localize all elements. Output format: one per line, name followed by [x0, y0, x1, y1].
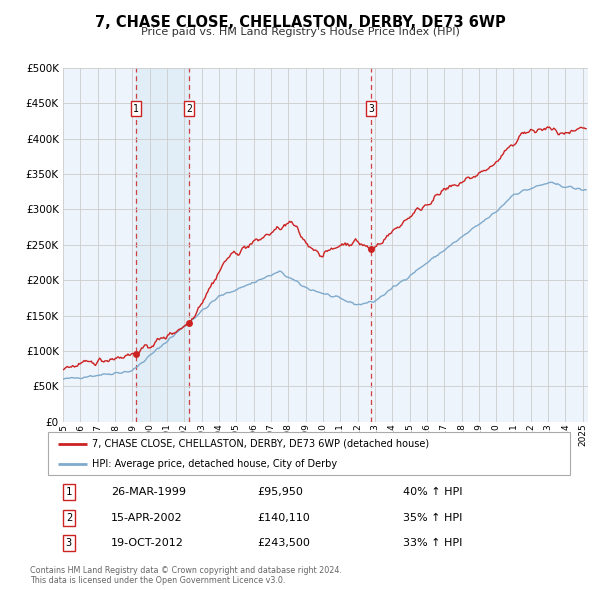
Text: 2: 2 [66, 513, 72, 523]
Text: 1: 1 [66, 487, 72, 497]
Text: Contains HM Land Registry data © Crown copyright and database right 2024.: Contains HM Land Registry data © Crown c… [30, 566, 342, 575]
Text: HPI: Average price, detached house, City of Derby: HPI: Average price, detached house, City… [92, 459, 337, 469]
Text: 19-OCT-2012: 19-OCT-2012 [110, 538, 184, 548]
Text: This data is licensed under the Open Government Licence v3.0.: This data is licensed under the Open Gov… [30, 576, 286, 585]
Text: £140,110: £140,110 [257, 513, 310, 523]
Text: Price paid vs. HM Land Registry's House Price Index (HPI): Price paid vs. HM Land Registry's House … [140, 27, 460, 37]
FancyBboxPatch shape [48, 432, 570, 475]
Text: 2: 2 [187, 104, 192, 113]
Text: 3: 3 [66, 538, 72, 548]
Bar [136, 68, 190, 422]
Text: 1: 1 [133, 104, 139, 113]
Text: 40% ↑ HPI: 40% ↑ HPI [403, 487, 463, 497]
Text: 3: 3 [368, 104, 374, 113]
Text: £243,500: £243,500 [257, 538, 310, 548]
Text: 33% ↑ HPI: 33% ↑ HPI [403, 538, 463, 548]
Text: 7, CHASE CLOSE, CHELLASTON, DERBY, DE73 6WP (detached house): 7, CHASE CLOSE, CHELLASTON, DERBY, DE73 … [92, 438, 430, 448]
Text: 26-MAR-1999: 26-MAR-1999 [110, 487, 185, 497]
Text: 15-APR-2002: 15-APR-2002 [110, 513, 182, 523]
Text: 35% ↑ HPI: 35% ↑ HPI [403, 513, 463, 523]
Text: £95,950: £95,950 [257, 487, 302, 497]
Text: 7, CHASE CLOSE, CHELLASTON, DERBY, DE73 6WP: 7, CHASE CLOSE, CHELLASTON, DERBY, DE73 … [95, 15, 505, 30]
